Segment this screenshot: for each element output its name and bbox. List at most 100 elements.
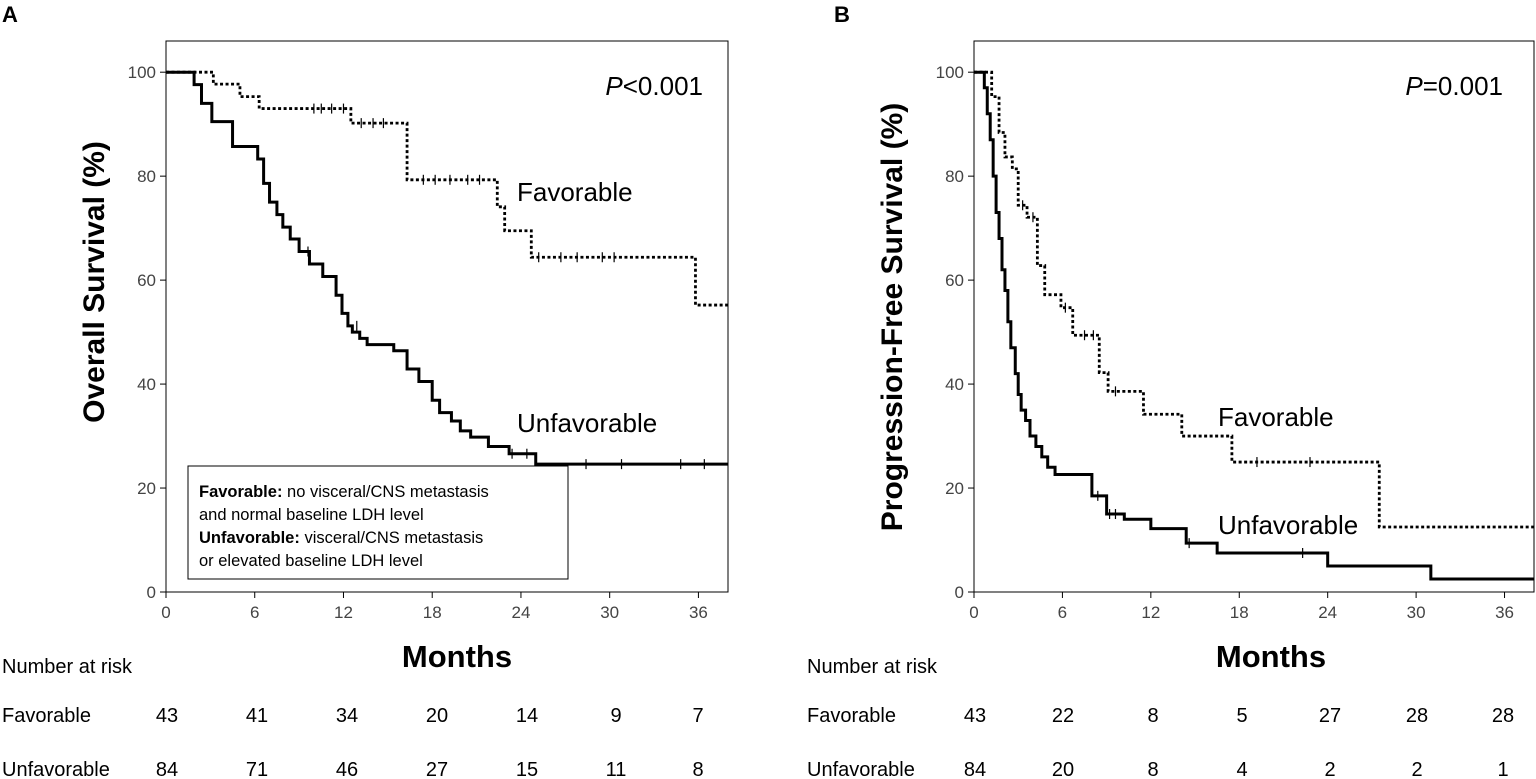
risk-value-favorable: 7 [692,705,703,727]
panel-b-p-value: P=0.001 [1405,71,1503,101]
x-tick-label: 0 [969,603,978,622]
x-tick-label: 36 [689,603,708,622]
legend-unfavorable-line1: Unfavorable: visceral/CNS metastasis [199,529,483,547]
x-tick-label: 6 [250,603,259,622]
risk-value-favorable: 27 [1319,705,1341,727]
y-tick-label: 60 [945,271,964,290]
risk-value-favorable: 43 [964,705,986,727]
panel-a-p-number: <0.001 [623,71,703,101]
y-tick-label: 0 [955,583,964,602]
curve-favorable [166,70,728,307]
y-tick-label: 80 [945,167,964,186]
curve-unfavorable [166,70,728,466]
y-tick-label: 80 [137,167,156,186]
risk-value-unfavorable: 71 [246,759,268,779]
panel-a-x-axis-label: Months [402,639,512,674]
panel-a-y-axis-label: Overall Survival (%) [78,141,111,423]
panel-b-y-axis-label: Progression-Free Survival (%) [876,103,909,531]
legend-favorable-text: no visceral/CNS metastasis [282,483,488,501]
curve-unfavorable [974,70,1534,581]
y-tick-label: 40 [137,375,156,394]
risk-value-unfavorable: 2 [1411,759,1422,779]
legend-favorable-head: Favorable: [199,483,282,501]
panel-a-p-letter: P [605,71,623,101]
panel-b-risk-row-unfavorable-label: Unfavorable [807,759,915,779]
risk-value-unfavorable: 1 [1497,759,1508,779]
panel-b-x-axis-label: Months [1216,639,1326,674]
panel-a-x-ticks: 0 6 12 18 24 30 36 [161,592,708,622]
panel-b-x-ticks: 0 6 12 18 24 30 36 [969,592,1514,622]
panel-a-risk-values: 43 41 34 20 14 9 784 71 46 27 15 11 8 [156,705,704,779]
panel-b-risk-row-favorable-label: Favorable [807,705,896,727]
risk-value-unfavorable: 84 [156,759,178,779]
legend-favorable-line2: and normal baseline LDH level [199,506,424,524]
risk-value-unfavorable: 84 [964,759,986,779]
x-tick-label: 6 [1058,603,1067,622]
risk-value-unfavorable: 8 [692,759,703,779]
legend-unfavorable-text: visceral/CNS metastasis [300,529,483,547]
risk-value-unfavorable: 46 [336,759,358,779]
risk-value-unfavorable: 20 [1052,759,1074,779]
panel-a-p-value: P<0.001 [605,71,703,101]
panel-b-curves [974,70,1534,581]
x-tick-label: 30 [1407,603,1426,622]
panel-a-frame [165,40,729,593]
risk-value-favorable: 41 [246,705,268,727]
definition-legend-box [187,465,569,580]
legend-unfavorable-line2: or elevated baseline LDH level [199,552,423,570]
panel-b-frame [973,40,1535,593]
panel-b-label-favorable: Favorable [1218,402,1334,432]
risk-value-unfavorable: 11 [606,759,627,779]
risk-value-unfavorable: 15 [516,759,538,779]
y-tick-label: 40 [945,375,964,394]
risk-value-unfavorable: 8 [1147,759,1158,779]
risk-value-favorable: 43 [156,705,178,727]
legend-favorable-line1: Favorable: no visceral/CNS metastasis [199,483,489,501]
panel-a-curves [166,70,728,470]
risk-value-favorable: 8 [1147,705,1158,727]
y-tick-label: 100 [128,63,156,82]
panel-a-risk-table: Number at risk Favorable Unfavorable 43 4… [2,656,704,779]
panel-a-letter: A [2,2,18,27]
panel-a-risk-row-favorable-label: Favorable [2,705,91,727]
legend-unfavorable-head: Unfavorable: [199,529,300,547]
x-tick-label: 18 [1230,603,1249,622]
x-tick-label: 12 [334,603,353,622]
y-tick-label: 60 [137,271,156,290]
y-tick-label: 20 [945,479,964,498]
x-tick-label: 18 [423,603,442,622]
panel-a-risk-title: Number at risk [2,656,133,678]
y-tick-label: 20 [137,479,156,498]
risk-value-favorable: 9 [610,705,621,727]
risk-value-favorable: 14 [516,705,538,727]
panel-b-label-unfavorable: Unfavorable [1218,510,1358,540]
risk-value-unfavorable: 4 [1236,759,1247,779]
risk-value-favorable: 22 [1052,705,1074,727]
definition-legend: Favorable: no visceral/CNS metastasis an… [187,465,569,580]
panel-a-y-ticks: 0 20 40 60 80 100 [128,63,166,602]
risk-value-favorable: 5 [1236,705,1247,727]
y-tick-label: 100 [936,63,964,82]
x-tick-label: 12 [1141,603,1160,622]
x-tick-label: 0 [161,603,170,622]
risk-value-favorable: 20 [426,705,448,727]
panel-b-y-ticks: 0 20 40 60 80 100 [936,63,974,602]
y-tick-label: 0 [147,583,156,602]
panel-a-label-unfavorable: Unfavorable [517,408,657,438]
risk-value-favorable: 34 [336,705,358,727]
panel-a: A 0 20 40 60 80 100 0 6 12 18 24 30 36 Overall Surv… [2,2,729,779]
x-tick-label: 30 [600,603,619,622]
x-tick-label: 24 [511,603,530,622]
panel-b-risk-table: Number at risk Favorable Unfavorable 43 2… [807,656,1514,779]
risk-value-favorable: 28 [1406,705,1428,727]
panel-b-p-letter: P [1405,71,1423,101]
risk-value-unfavorable: 2 [1324,759,1335,779]
panel-a-risk-row-unfavorable-label: Unfavorable [2,759,110,779]
risk-value-unfavorable: 27 [426,759,448,779]
curve-favorable [974,70,1534,529]
panel-b-p-number: =0.001 [1423,71,1503,101]
risk-value-favorable: 28 [1492,705,1514,727]
